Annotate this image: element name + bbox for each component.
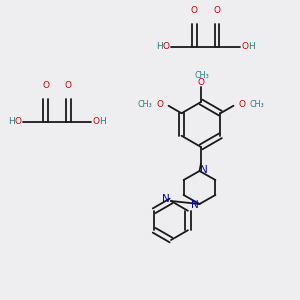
Text: H: H bbox=[156, 42, 163, 51]
Text: N: N bbox=[162, 194, 170, 205]
Text: O: O bbox=[156, 100, 163, 109]
Text: CH₃: CH₃ bbox=[137, 100, 152, 109]
Text: O: O bbox=[93, 117, 100, 126]
Text: CH₃: CH₃ bbox=[249, 100, 264, 109]
Text: O: O bbox=[190, 6, 198, 15]
Text: O: O bbox=[241, 42, 248, 51]
Text: H: H bbox=[8, 117, 14, 126]
Text: CH₃: CH₃ bbox=[194, 71, 209, 80]
Text: O: O bbox=[163, 42, 170, 51]
Text: O: O bbox=[14, 117, 21, 126]
Text: H: H bbox=[100, 117, 106, 126]
Text: O: O bbox=[42, 81, 49, 90]
Text: N: N bbox=[200, 165, 208, 175]
Text: N: N bbox=[191, 200, 199, 210]
Text: O: O bbox=[213, 6, 220, 15]
Text: O: O bbox=[197, 78, 205, 87]
Text: H: H bbox=[248, 42, 255, 51]
Text: O: O bbox=[65, 81, 72, 90]
Text: O: O bbox=[239, 100, 246, 109]
